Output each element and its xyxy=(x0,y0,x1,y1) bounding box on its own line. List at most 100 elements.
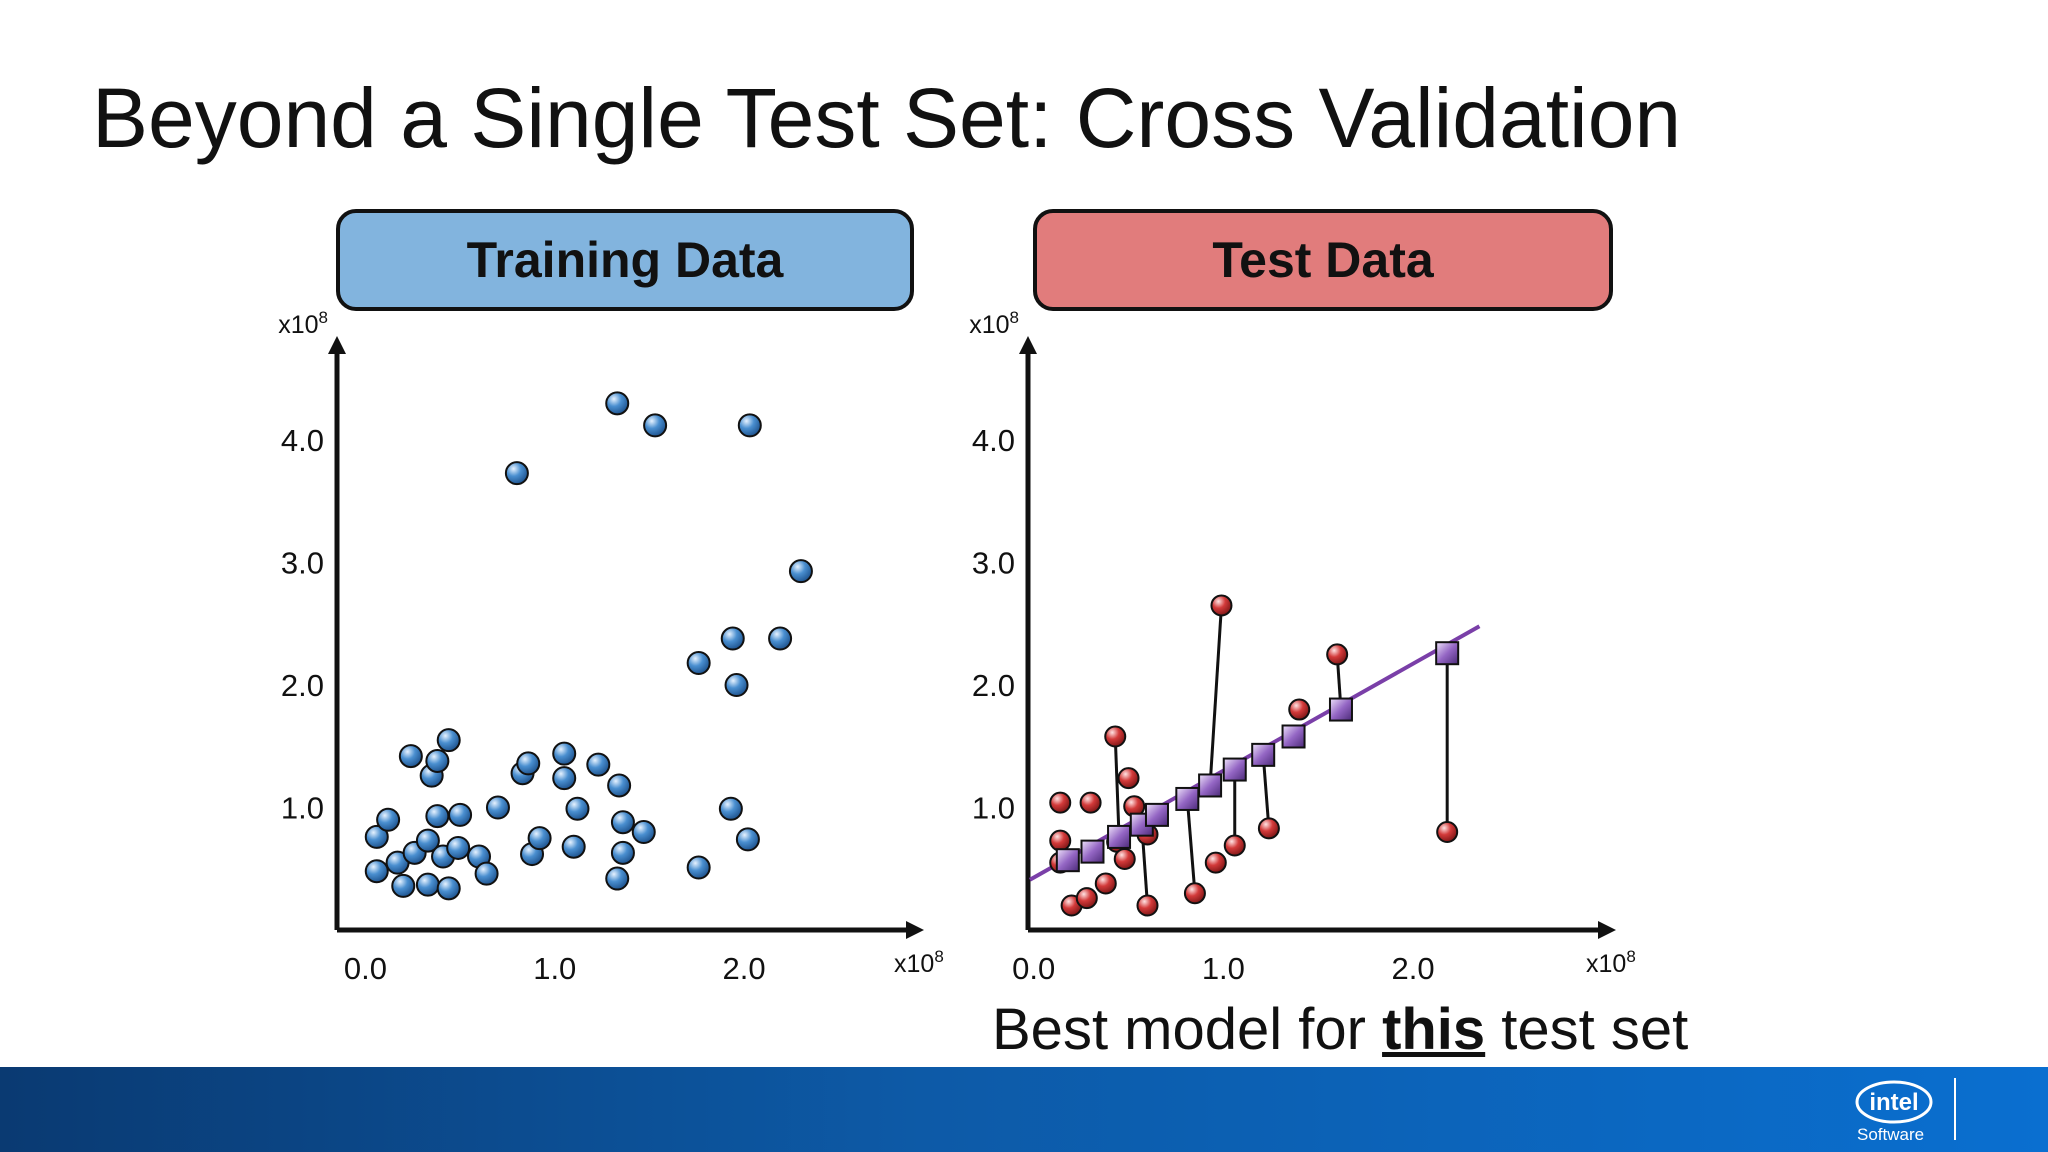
test-point xyxy=(1436,821,1459,844)
test-data-chart: 0.0 1.0 2.0 1.0 2.0 3.0 4.0 x108 x108 xyxy=(969,308,1636,986)
training-point xyxy=(724,673,749,698)
training-point xyxy=(610,840,635,865)
x-tick-label: 0.0 xyxy=(1012,951,1055,986)
x-tick-label: 2.0 xyxy=(723,951,766,986)
x-axis-exponent: 8 xyxy=(1626,947,1635,966)
x-axis-exponent: 8 xyxy=(934,947,943,966)
x-axis-arrow xyxy=(1598,921,1616,939)
test-point xyxy=(1223,834,1246,857)
model-prediction-point xyxy=(1080,839,1105,864)
test-point xyxy=(1117,767,1140,790)
y-tick-label: 2.0 xyxy=(972,668,1015,703)
test-point xyxy=(1049,829,1072,852)
footer-divider xyxy=(1954,1078,1956,1140)
model-prediction-point xyxy=(1281,724,1306,749)
test-point xyxy=(1326,643,1349,666)
caption: Best model for this test set xyxy=(992,996,1688,1063)
training-point xyxy=(788,559,813,584)
y-axis-exponent: 8 xyxy=(1010,308,1019,327)
x-axis-arrow xyxy=(906,921,924,939)
training-point xyxy=(605,866,630,891)
training-point xyxy=(527,826,552,851)
residual-line xyxy=(1208,605,1223,786)
test-point xyxy=(1136,894,1159,917)
y-tick-label: 4.0 xyxy=(972,423,1015,458)
y-axis-arrow xyxy=(1019,336,1037,354)
training-point xyxy=(485,795,510,820)
model-prediction-point xyxy=(1328,697,1353,722)
test-point xyxy=(1049,791,1072,814)
training-point xyxy=(415,828,440,853)
model-prediction-point xyxy=(1198,773,1223,798)
y-axis-multiplier: x108 xyxy=(969,308,1019,339)
training-point xyxy=(552,766,577,791)
training-point xyxy=(376,807,401,832)
test-point xyxy=(1288,698,1311,721)
y-axis-multiplier: x108 xyxy=(278,308,328,339)
model-prediction-point xyxy=(1251,742,1276,767)
test-point xyxy=(1104,725,1127,748)
training-point xyxy=(643,413,668,438)
test-data-label: Test Data xyxy=(1033,209,1613,311)
training-point xyxy=(565,796,590,821)
x-tick-label: 2.0 xyxy=(1391,951,1434,986)
residual-line xyxy=(1261,754,1271,829)
test-point xyxy=(1210,594,1233,617)
x-axis-multiplier: x108 xyxy=(1586,947,1636,978)
model-prediction-point xyxy=(1055,848,1080,873)
training-point xyxy=(735,827,760,852)
training-point xyxy=(737,413,762,438)
training-point xyxy=(446,835,471,860)
intel-logo-brand: intel xyxy=(1869,1089,1918,1116)
test-point xyxy=(1079,791,1102,814)
training-point xyxy=(605,391,630,416)
training-point xyxy=(415,872,440,897)
training-point xyxy=(425,748,450,773)
training-point xyxy=(686,651,711,676)
training-point xyxy=(516,751,541,776)
logo-software-text: Software xyxy=(1857,1125,1925,1144)
training-point xyxy=(425,804,450,829)
training-point xyxy=(561,834,586,859)
training-point xyxy=(607,773,632,798)
training-point xyxy=(436,876,461,901)
training-point xyxy=(768,626,793,651)
residual-line xyxy=(1113,736,1121,837)
y-tick-label: 3.0 xyxy=(281,546,324,581)
caption-suffix: test set xyxy=(1485,997,1689,1062)
model-prediction-point xyxy=(1435,641,1460,666)
test-point xyxy=(1204,851,1227,874)
training-point xyxy=(391,873,416,898)
y-tick-label: 2.0 xyxy=(281,668,324,703)
y-axis-arrow xyxy=(328,336,346,354)
training-point xyxy=(552,741,577,766)
training-data-label: Training Data xyxy=(336,209,914,311)
model-prediction-point xyxy=(1144,802,1169,827)
x-tick-label: 1.0 xyxy=(533,951,576,986)
training-point xyxy=(364,859,389,884)
y-axis-exponent: 8 xyxy=(319,308,328,327)
model-prediction-point xyxy=(1175,786,1200,811)
training-point xyxy=(631,820,656,845)
test-point xyxy=(1183,882,1206,905)
y-tick-label: 1.0 xyxy=(972,791,1015,826)
training-point xyxy=(586,752,611,777)
caption-emphasis: this xyxy=(1382,997,1486,1062)
slide-title: Beyond a Single Test Set: Cross Validati… xyxy=(92,71,1682,165)
y-tick-label: 3.0 xyxy=(972,546,1015,581)
training-point xyxy=(504,461,529,486)
footer-bar xyxy=(0,1067,2048,1152)
test-point xyxy=(1113,847,1136,870)
x-tick-label: 0.0 xyxy=(344,951,387,986)
training-point xyxy=(364,824,389,849)
test-point xyxy=(1257,817,1280,840)
test-point xyxy=(1094,872,1117,895)
training-point xyxy=(398,744,423,769)
caption-prefix: Best model for xyxy=(992,997,1383,1062)
y-tick-label: 4.0 xyxy=(281,423,324,458)
residual-line xyxy=(1185,798,1197,894)
model-prediction-point xyxy=(1107,824,1132,849)
test-point xyxy=(1075,887,1098,910)
training-point xyxy=(448,802,473,827)
